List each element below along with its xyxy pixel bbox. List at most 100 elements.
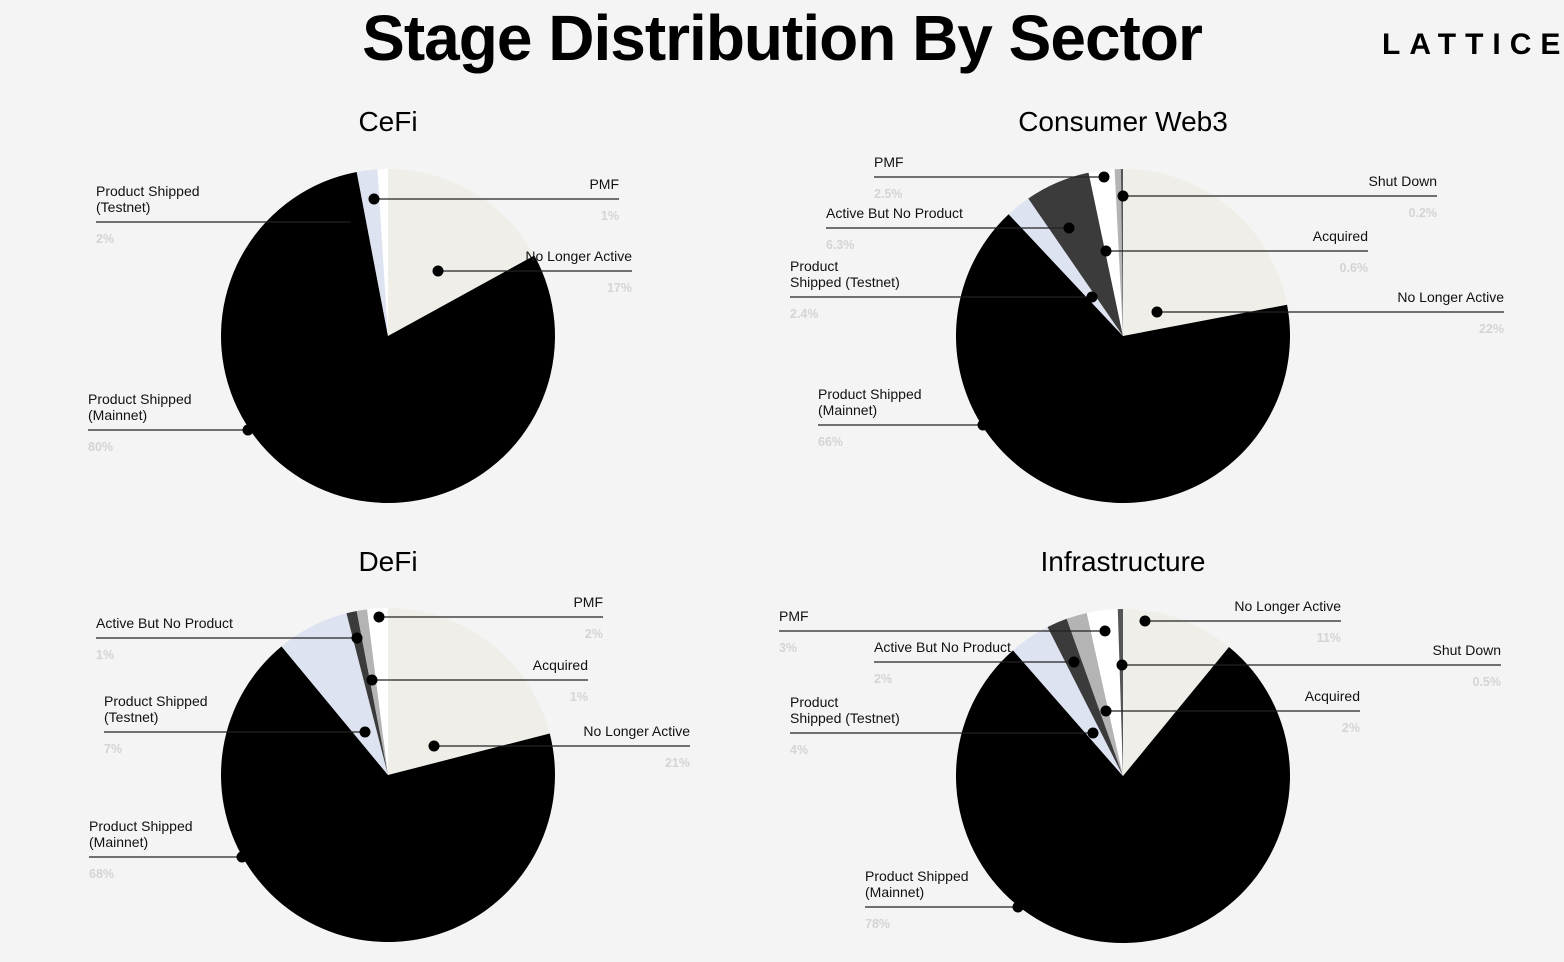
- slice-label: Product Shipped (Testnet): [104, 693, 208, 725]
- pie-slice-acquired: [356, 609, 388, 775]
- leader-dot: [1117, 190, 1129, 202]
- slice-value-label: 21%: [665, 756, 690, 770]
- leader-dot: [351, 632, 363, 644]
- pie-slice-acquired: [1114, 169, 1123, 336]
- leader-dot: [1098, 171, 1110, 183]
- slice-value-label: 7%: [104, 742, 122, 756]
- pie-slice-pmf: [367, 608, 388, 775]
- pie-chart-defi: DeFi No Longer Active 21% Product Shipped (M…: [89, 546, 690, 942]
- leader-dot: [1086, 291, 1098, 303]
- slice-label: Product Shipped (Testnet): [96, 183, 200, 215]
- pie-slice-shut-down: [1120, 168, 1123, 336]
- slice-value-label: 6.3%: [826, 238, 855, 252]
- chart-title: Infrastructure: [1041, 546, 1206, 577]
- pie-slice-product-shipped-mainnet: [220, 646, 555, 942]
- pie-slice-no-longer-active: [1123, 169, 1288, 336]
- pie-slice-pmf: [377, 169, 388, 336]
- chart-title: DeFi: [358, 546, 417, 577]
- pie-chart-cefi: CeFi No Longer Active 17% Product Shipped (M…: [88, 106, 632, 504]
- slice-value-label: 4%: [790, 743, 808, 757]
- slice-value-label: 2%: [874, 672, 892, 686]
- slice-value-label: 2%: [1342, 721, 1360, 735]
- pie-chart-consumer-web3: Consumer Web3 No Longer Active 22% Product …: [790, 106, 1504, 503]
- leader-dot: [1063, 222, 1075, 234]
- leader-dot: [1116, 659, 1128, 671]
- slice-value-label: 22%: [1479, 322, 1504, 336]
- pie-slice-pmf: [1086, 609, 1123, 776]
- leader-dot: [373, 611, 385, 623]
- slice-value-label: 2.4%: [790, 307, 819, 321]
- slice-label: Product Shipped (Testnet): [790, 258, 900, 290]
- leader-dot: [350, 216, 362, 228]
- pie-slice-product-shipped-mainnet: [220, 171, 555, 504]
- leader-dot: [432, 265, 444, 277]
- slice-label: Acquired: [1305, 688, 1360, 704]
- leader-dot: [1100, 245, 1112, 257]
- slice-label: No Longer Active: [525, 248, 632, 264]
- pie-slice-no-longer-active: [1123, 609, 1230, 776]
- pie-slice-active-but-no-product: [346, 610, 388, 775]
- page-title: Stage Distribution By Sector: [362, 2, 1203, 74]
- slice-label: PMF: [573, 594, 603, 610]
- slice-value-label: 78%: [865, 917, 890, 931]
- pie-slice-product-shipped-mainnet: [956, 646, 1291, 944]
- slice-label: Acquired: [533, 657, 588, 673]
- brand-logo: LATTICE: [1382, 28, 1564, 61]
- slice-value-label: 1%: [570, 690, 588, 704]
- leader-dot: [1139, 615, 1151, 627]
- slice-value-label: 1%: [601, 209, 619, 223]
- pie-slice-acquired: [1066, 612, 1123, 776]
- slice-label: Shut Down: [1369, 173, 1437, 189]
- pie-slice-active-but-no-product: [1028, 172, 1123, 336]
- slice-label: No Longer Active: [1234, 598, 1341, 614]
- slice-value-label: 11%: [1317, 631, 1341, 645]
- slice-label: Product Shipped (Mainnet): [88, 391, 192, 423]
- slice-label: Product Shipped (Mainnet): [818, 386, 922, 418]
- chart-title: Consumer Web3: [1018, 106, 1228, 137]
- pie-slice-active-but-no-product: [1047, 618, 1123, 776]
- slice-value-label: 2%: [96, 232, 114, 246]
- pie-chart-infrastructure: Infrastructure No Longer Active 11% Product…: [779, 546, 1502, 944]
- slice-label: PMF: [874, 154, 904, 170]
- pie-slice-product-shipped-testnet: [356, 169, 388, 336]
- slice-value-label: 2%: [585, 627, 603, 641]
- leader-dot: [1087, 727, 1099, 739]
- slice-label: No Longer Active: [1397, 289, 1504, 305]
- slice-value-label: 17%: [607, 281, 632, 295]
- slice-label: Product Shipped (Testnet): [790, 694, 900, 726]
- slice-label: Acquired: [1313, 228, 1368, 244]
- chart-title: CeFi: [358, 106, 417, 137]
- slice-value-label: 80%: [88, 440, 113, 454]
- pie-slice-product-shipped-testnet: [1013, 627, 1123, 776]
- leader-dot: [1151, 306, 1163, 318]
- slice-label: Active But No Product: [96, 615, 233, 631]
- pie-slice-shut-down: [1117, 609, 1123, 776]
- slice-label: No Longer Active: [583, 723, 690, 739]
- leader-dot: [1012, 901, 1024, 913]
- slice-label: Product Shipped (Mainnet): [89, 818, 193, 850]
- leader-dot: [977, 419, 989, 431]
- slice-value-label: 66%: [818, 435, 843, 449]
- slice-label: Active But No Product: [874, 639, 1011, 655]
- leader-dot: [366, 674, 378, 686]
- slice-value-label: 3%: [779, 641, 797, 655]
- leader-dot: [1099, 625, 1111, 637]
- slice-label: PMF: [589, 176, 619, 192]
- slice-value-label: 0.6%: [1340, 261, 1369, 275]
- pie-slice-product-shipped-mainnet: [955, 214, 1290, 503]
- leader-dot: [236, 851, 248, 863]
- leader-dot: [359, 726, 371, 738]
- slice-value-label: 2.5%: [874, 187, 903, 201]
- slice-value-label: 0.2%: [1409, 206, 1438, 220]
- leader-dot: [242, 424, 254, 436]
- slice-label: Shut Down: [1433, 642, 1501, 658]
- slice-value-label: 0.5%: [1473, 675, 1502, 689]
- slice-value-label: 1%: [96, 648, 114, 662]
- slice-value-label: 68%: [89, 867, 114, 881]
- leader-dot: [428, 740, 440, 752]
- slice-label: Active But No Product: [826, 205, 963, 221]
- pie-slice-no-longer-active: [388, 169, 535, 336]
- pie-slice-no-longer-active: [388, 608, 550, 775]
- leader-dot: [1100, 705, 1112, 717]
